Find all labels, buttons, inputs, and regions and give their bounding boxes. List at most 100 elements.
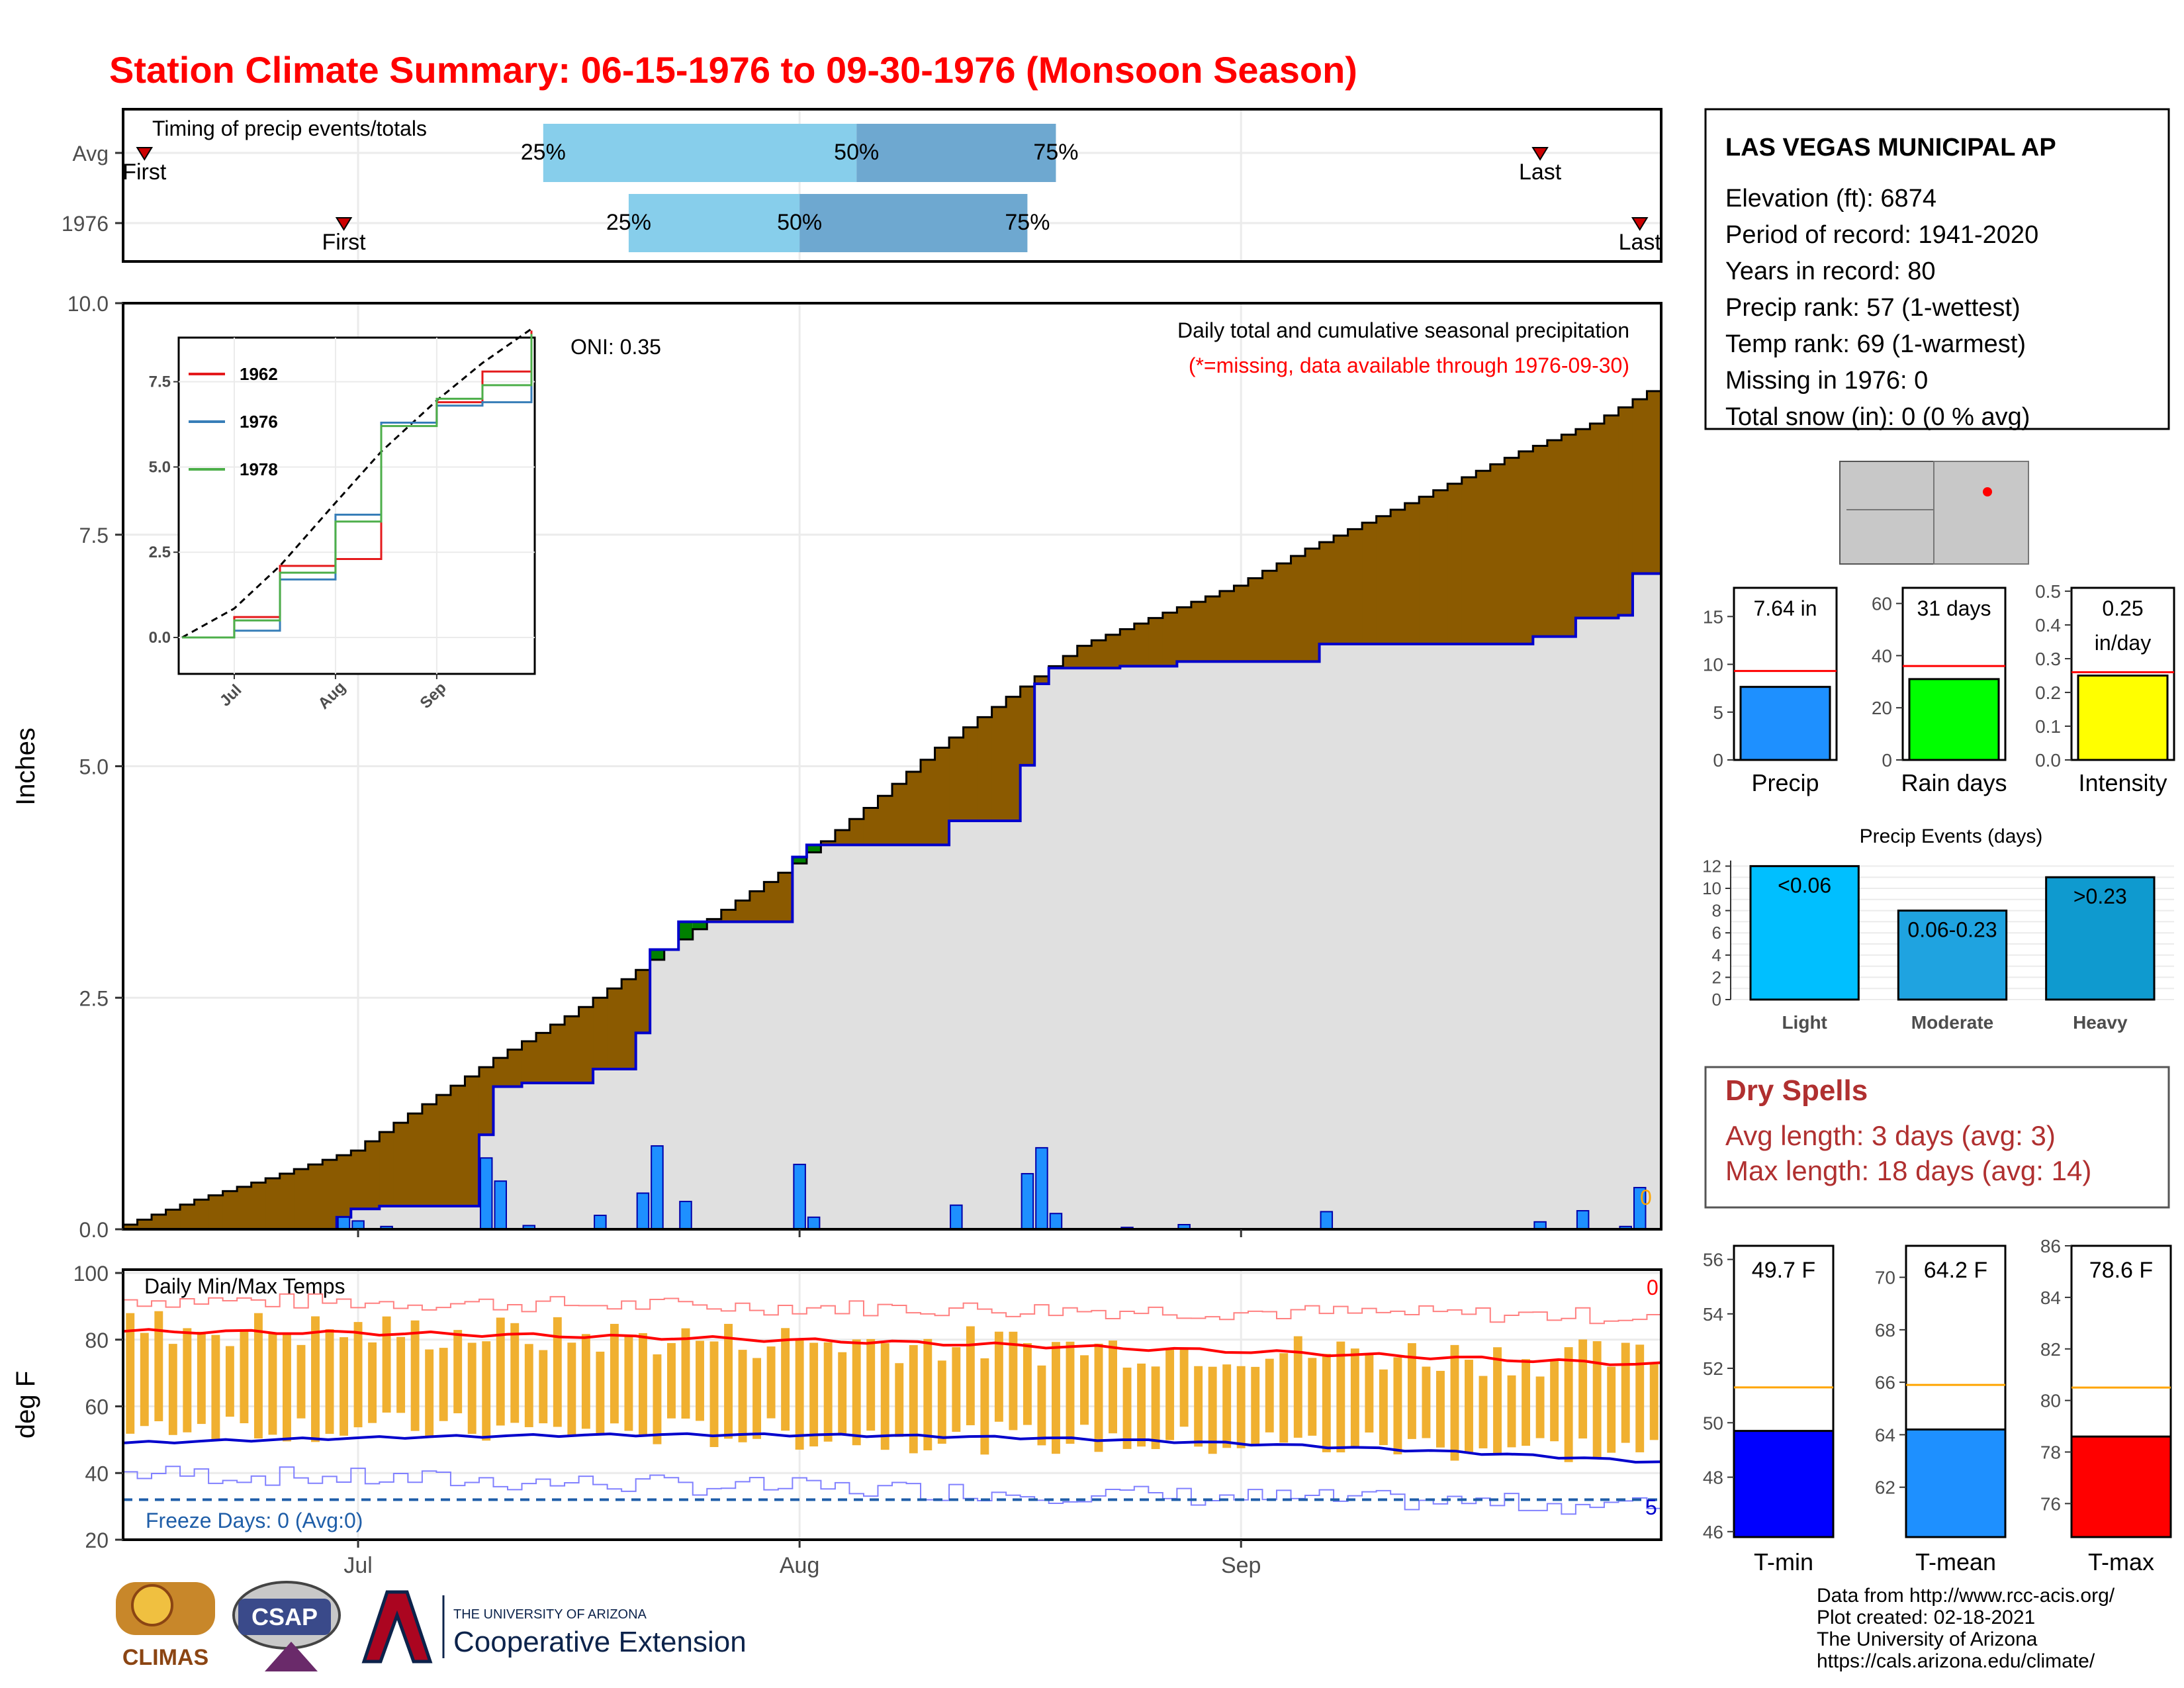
cumulative-deficit-area bbox=[1376, 516, 1391, 644]
temp-bar-tick-label: 82 bbox=[2040, 1339, 2061, 1360]
footer-credit-line: Plot created: 02-18-2021 bbox=[1817, 1607, 2035, 1628]
daily-temp-range-bar bbox=[994, 1331, 1003, 1422]
daily-temp-range-bar bbox=[1066, 1341, 1075, 1444]
cumulative-observed-area bbox=[678, 921, 694, 1229]
mini-bar-tick-label: 5 bbox=[1713, 702, 1723, 723]
temp-y-tick-label: 80 bbox=[85, 1329, 109, 1352]
daily-precip-bar bbox=[594, 1215, 607, 1231]
daily-temp-range-bar bbox=[126, 1313, 135, 1434]
daily-temp-range-bar bbox=[596, 1351, 605, 1435]
cumulative-deficit-area bbox=[1305, 548, 1320, 662]
inset-y-tick-label: 7.5 bbox=[149, 373, 171, 391]
cumulative-deficit-area bbox=[1575, 429, 1591, 618]
cumulative-deficit-area bbox=[1077, 645, 1092, 669]
mini-bar-tick-label: 0.2 bbox=[2035, 682, 2061, 703]
inset-frame bbox=[177, 336, 536, 675]
daily-temp-range-bar bbox=[1094, 1343, 1103, 1452]
timing-q50-label: 50% bbox=[834, 140, 879, 165]
daily-temp-range-bar bbox=[1151, 1366, 1160, 1450]
daily-temp-range-bar bbox=[1436, 1370, 1445, 1448]
cumulative-observed-area bbox=[635, 1033, 651, 1229]
mini-bar-label: Precip bbox=[1751, 769, 1819, 796]
temp-bar-label: T-mean bbox=[1915, 1548, 1996, 1575]
cumulative-deficit-area bbox=[607, 988, 622, 1069]
temp-x-tick-label: Aug bbox=[780, 1553, 820, 1578]
cumulative-deficit-area bbox=[137, 1219, 152, 1229]
daily-precip-bar bbox=[1576, 1210, 1590, 1231]
cumulative-deficit-area bbox=[351, 1150, 366, 1209]
cumulative-deficit-area bbox=[536, 1033, 551, 1083]
daily-temp-range-bar bbox=[539, 1350, 548, 1424]
cumulative-deficit-area bbox=[208, 1195, 224, 1229]
cumulative-observed-area bbox=[1177, 661, 1192, 1229]
cumulative-deficit-area bbox=[322, 1160, 338, 1229]
cumulative-deficit-area bbox=[194, 1199, 209, 1229]
cumulative-observed-area bbox=[607, 1068, 622, 1229]
timing-frame bbox=[122, 108, 1662, 263]
cumulative-surplus-area bbox=[692, 921, 707, 929]
cumulative-deficit-area bbox=[978, 717, 993, 821]
cumulative-observed-area bbox=[821, 845, 836, 1229]
cumulative-deficit-area bbox=[1518, 451, 1533, 644]
daily-temp-range-bar bbox=[311, 1316, 320, 1442]
cumulative-observed-area bbox=[735, 921, 751, 1229]
average-tmin-line bbox=[122, 1432, 1662, 1464]
temp-y-tick-label: 100 bbox=[73, 1262, 109, 1286]
daily-temp-range-bar bbox=[268, 1333, 277, 1435]
daily-temp-range-bar bbox=[496, 1317, 505, 1426]
cumulative-deficit-area bbox=[1219, 590, 1235, 662]
temp-x-tick-label: Sep bbox=[1221, 1553, 1261, 1578]
cumulative-deficit-area bbox=[621, 979, 637, 1069]
cumulative-deficit-area bbox=[1433, 490, 1448, 644]
footer-credit-line: https://cals.arizona.edu/climate/ bbox=[1817, 1650, 2095, 1672]
temperature-panel: 20 40 60 80 100 Jul Aug Sep Daily Min/Max Temps F… bbox=[11, 1262, 1662, 1578]
daily-temp-range-bar bbox=[1208, 1366, 1217, 1454]
daily-temp-range-bar bbox=[1023, 1343, 1032, 1425]
daily-temp-range-bar bbox=[1293, 1336, 1302, 1438]
cumulative-surplus-area bbox=[792, 857, 807, 864]
daily-temp-range-bar bbox=[211, 1335, 220, 1440]
daily-temp-range-bar bbox=[638, 1333, 647, 1436]
daily-temp-range-bar bbox=[183, 1328, 192, 1432]
daily-temp-range-bar bbox=[453, 1330, 463, 1413]
cumulative-deficit-area bbox=[1618, 407, 1633, 616]
cumulative-observed-area bbox=[1006, 821, 1021, 1229]
cumulative-observed-area bbox=[1077, 668, 1092, 1229]
daily-temp-range-bar bbox=[283, 1334, 291, 1442]
cumulative-observed-area bbox=[1034, 683, 1050, 1229]
cumulative-deficit-area bbox=[1191, 602, 1206, 662]
cumulative-observed-area bbox=[1205, 661, 1220, 1229]
daily-temp-range-bar bbox=[1550, 1360, 1559, 1442]
daily-temp-range-bar bbox=[340, 1337, 348, 1436]
timing-q50-q75-bar bbox=[856, 124, 1056, 182]
daily-temp-range-bar bbox=[325, 1329, 334, 1434]
cumulative-deficit-area bbox=[949, 737, 964, 821]
temp-bar-tick-label: 86 bbox=[2040, 1236, 2061, 1256]
events-tick-label: 4 bbox=[1712, 945, 1721, 965]
dry-spells-box bbox=[1704, 1066, 2170, 1209]
temp-panel-title: Daily Min/Max Temps bbox=[144, 1274, 345, 1298]
cumulative-deficit-area bbox=[1447, 483, 1463, 644]
daily-precip-bar bbox=[1021, 1173, 1034, 1231]
inset-legend-label: 1978 bbox=[240, 459, 278, 479]
cumulative-deficit-area bbox=[721, 910, 736, 922]
daily-temp-range-bar bbox=[1122, 1367, 1132, 1449]
cumulative-observed-area bbox=[721, 921, 736, 1229]
timing-q50-q75-bar bbox=[799, 194, 1028, 252]
cumulative-observed-area bbox=[1490, 643, 1505, 1229]
cumulative-deficit-area bbox=[1177, 607, 1192, 662]
cumulative-surplus-area bbox=[650, 949, 665, 960]
precip-y-tick-label: 2.5 bbox=[79, 986, 109, 1010]
daily-temp-range-bar bbox=[240, 1331, 249, 1424]
daily-temp-range-bar bbox=[467, 1342, 477, 1434]
cumulative-observed-area bbox=[1590, 618, 1605, 1229]
cumulative-deficit-area bbox=[1547, 440, 1562, 637]
cumulative-deficit-area bbox=[1561, 434, 1576, 637]
daily-temp-range-bar bbox=[510, 1323, 520, 1423]
cumulative-deficit-area bbox=[1006, 696, 1021, 821]
daily-temp-range-bar bbox=[1564, 1347, 1573, 1462]
precip-y-tick-label: 5.0 bbox=[79, 755, 109, 779]
cumulative-observed-area bbox=[1120, 666, 1135, 1229]
cumulative-deficit-area bbox=[1277, 563, 1292, 662]
timing-q75-label: 75% bbox=[1033, 140, 1078, 165]
